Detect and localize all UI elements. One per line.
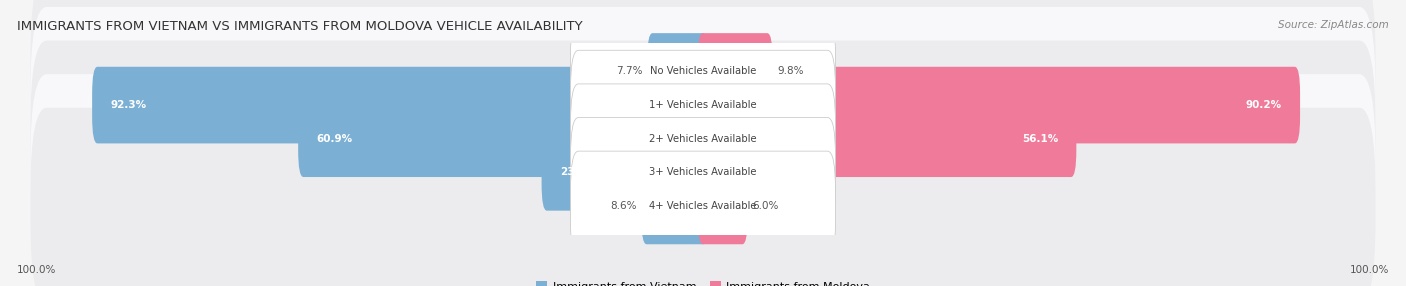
FancyBboxPatch shape <box>571 84 835 194</box>
Text: 92.3%: 92.3% <box>111 100 146 110</box>
FancyBboxPatch shape <box>571 118 835 227</box>
Text: 2+ Vehicles Available: 2+ Vehicles Available <box>650 134 756 144</box>
Legend: Immigrants from Vietnam, Immigrants from Moldova: Immigrants from Vietnam, Immigrants from… <box>531 277 875 286</box>
FancyBboxPatch shape <box>647 33 709 110</box>
FancyBboxPatch shape <box>298 100 709 177</box>
Text: 23.8%: 23.8% <box>560 167 596 177</box>
Text: No Vehicles Available: No Vehicles Available <box>650 66 756 76</box>
FancyBboxPatch shape <box>571 151 835 261</box>
Text: 56.1%: 56.1% <box>1022 134 1057 144</box>
Text: 3+ Vehicles Available: 3+ Vehicles Available <box>650 167 756 177</box>
Text: 9.8%: 9.8% <box>778 66 804 76</box>
Text: Source: ZipAtlas.com: Source: ZipAtlas.com <box>1278 20 1389 30</box>
Text: 90.2%: 90.2% <box>1246 100 1282 110</box>
FancyBboxPatch shape <box>31 108 1375 286</box>
FancyBboxPatch shape <box>697 67 1301 143</box>
FancyBboxPatch shape <box>697 33 772 110</box>
Text: 100.0%: 100.0% <box>17 265 56 275</box>
FancyBboxPatch shape <box>571 50 835 160</box>
Text: 100.0%: 100.0% <box>1350 265 1389 275</box>
FancyBboxPatch shape <box>697 100 1077 177</box>
Text: IMMIGRANTS FROM VIETNAM VS IMMIGRANTS FROM MOLDOVA VEHICLE AVAILABILITY: IMMIGRANTS FROM VIETNAM VS IMMIGRANTS FR… <box>17 20 582 33</box>
FancyBboxPatch shape <box>697 168 748 244</box>
Text: 7.7%: 7.7% <box>616 66 643 76</box>
FancyBboxPatch shape <box>541 134 709 211</box>
Text: 4+ Vehicles Available: 4+ Vehicles Available <box>650 201 756 211</box>
Text: 8.6%: 8.6% <box>610 201 637 211</box>
FancyBboxPatch shape <box>697 134 834 211</box>
FancyBboxPatch shape <box>93 67 709 143</box>
Text: 6.0%: 6.0% <box>752 201 779 211</box>
Text: 19.1%: 19.1% <box>779 167 815 177</box>
FancyBboxPatch shape <box>31 0 1375 170</box>
FancyBboxPatch shape <box>641 168 709 244</box>
FancyBboxPatch shape <box>31 41 1375 237</box>
Text: 1+ Vehicles Available: 1+ Vehicles Available <box>650 100 756 110</box>
FancyBboxPatch shape <box>31 7 1375 203</box>
Text: 60.9%: 60.9% <box>316 134 353 144</box>
FancyBboxPatch shape <box>571 17 835 126</box>
FancyBboxPatch shape <box>31 74 1375 271</box>
